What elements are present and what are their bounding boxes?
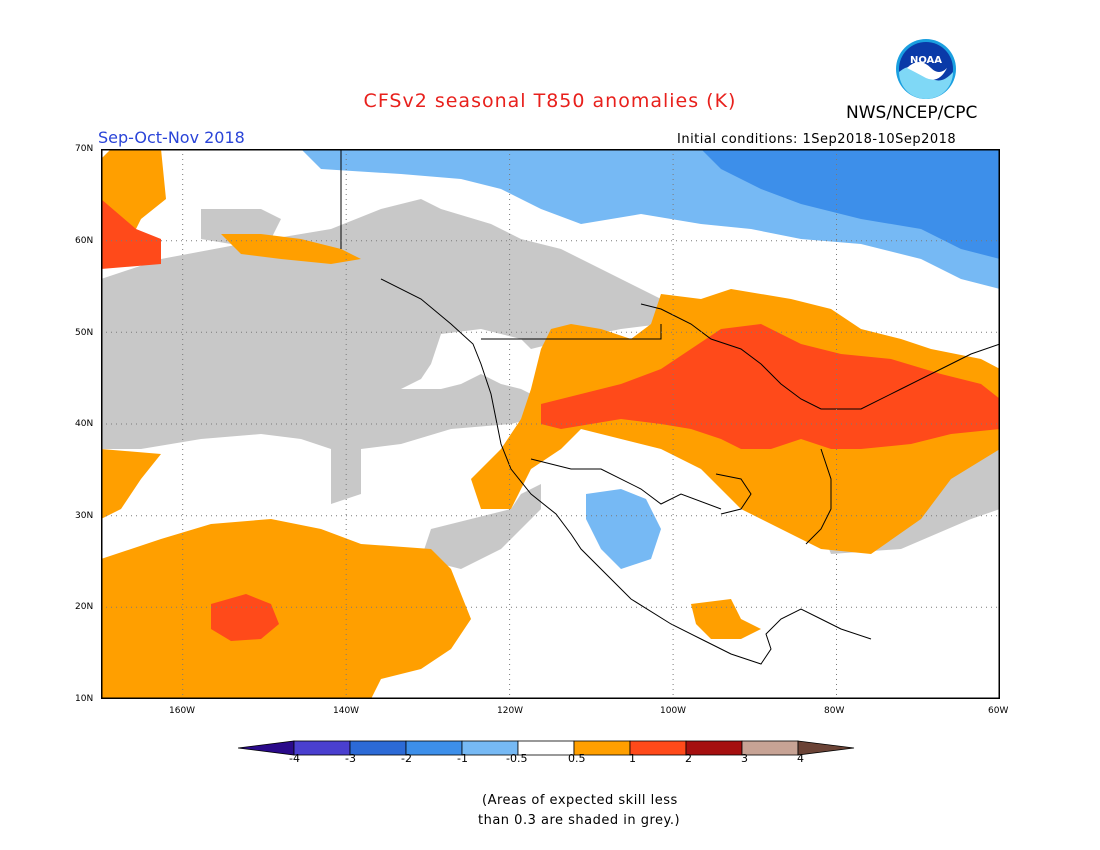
orange-pacific-west	[101, 449, 161, 519]
east-coast	[805, 448, 832, 545]
gridlines	[101, 149, 1000, 699]
lon-label-80w: 80W	[824, 706, 845, 716]
chart-title: CFSv2 seasonal T850 anomalies (K)	[363, 90, 737, 112]
skill-note-line2: than 0.3 are shaded in grey.)	[478, 813, 681, 828]
lat-label-40n: 40N	[75, 419, 94, 429]
red-hawaii	[211, 594, 279, 641]
map-frame	[101, 149, 1000, 699]
skill-note-line1: (Areas of expected skill less	[482, 793, 678, 808]
coastlines	[340, 149, 1000, 665]
legend-label: 4	[797, 752, 804, 765]
lon-label-140w: 140W	[333, 706, 360, 716]
lat-label-60n: 60N	[75, 236, 94, 246]
warm-anomaly-red	[101, 199, 1000, 641]
orange-central-america	[691, 599, 761, 639]
lat-label-30n: 30N	[75, 511, 94, 521]
logo-text: NOAA	[910, 55, 942, 66]
lat-label-50n: 50N	[75, 328, 94, 338]
legend-label: -1	[457, 752, 468, 765]
lon-label-120w: 120W	[497, 706, 524, 716]
legend-cell	[741, 740, 799, 756]
legend-cell	[293, 740, 351, 756]
lon-label-100w: 100W	[660, 706, 687, 716]
legend-label: 0.5	[568, 752, 586, 765]
anomaly-map	[101, 149, 1000, 699]
legend-label: -3	[345, 752, 356, 765]
legend-cell	[349, 740, 407, 756]
legend-label: 1	[629, 752, 636, 765]
legend-cell	[405, 740, 463, 756]
gulf-coast	[715, 473, 752, 515]
legend-label: -2	[401, 752, 412, 765]
lat-label-70n: 70N	[75, 144, 94, 154]
legend-cell	[238, 740, 295, 756]
us-mexico-border	[530, 458, 722, 510]
mid-blue-north	[701, 149, 1000, 259]
grey-pacific-north	[101, 199, 661, 504]
legend-label: 2	[685, 752, 692, 765]
noaa-logo: NOAA	[896, 39, 956, 99]
color-legend	[238, 740, 855, 756]
orange-alaska	[221, 234, 361, 264]
pacific-coast	[380, 278, 872, 665]
cool-anomaly-regions	[301, 149, 1000, 569]
legend-cell	[797, 740, 855, 756]
lat-label-20n: 20N	[75, 602, 94, 612]
red-north-america	[541, 324, 1000, 449]
red-far-west	[101, 199, 161, 269]
light-blue-mexico	[586, 489, 661, 569]
legend-cell	[629, 740, 687, 756]
legend-label: -0.5	[506, 752, 528, 765]
us-canada-border	[481, 324, 662, 340]
lat-label-10n: 10N	[75, 694, 94, 704]
lon-label-160w: 160W	[169, 706, 196, 716]
lon-label-60w: 60W	[988, 706, 1009, 716]
orange-pacific-subtropical	[101, 519, 471, 699]
legend-label: 3	[741, 752, 748, 765]
season-label: Sep-Oct-Nov 2018	[98, 128, 245, 147]
legend-cell	[685, 740, 743, 756]
legend-label: -4	[289, 752, 300, 765]
grey-pacific-south	[421, 484, 541, 569]
atlantic-coast	[640, 303, 1000, 410]
agency-label: NWS/NCEP/CPC	[846, 103, 978, 123]
initial-conditions-label: Initial conditions: 1Sep2018-10Sep2018	[677, 132, 957, 147]
